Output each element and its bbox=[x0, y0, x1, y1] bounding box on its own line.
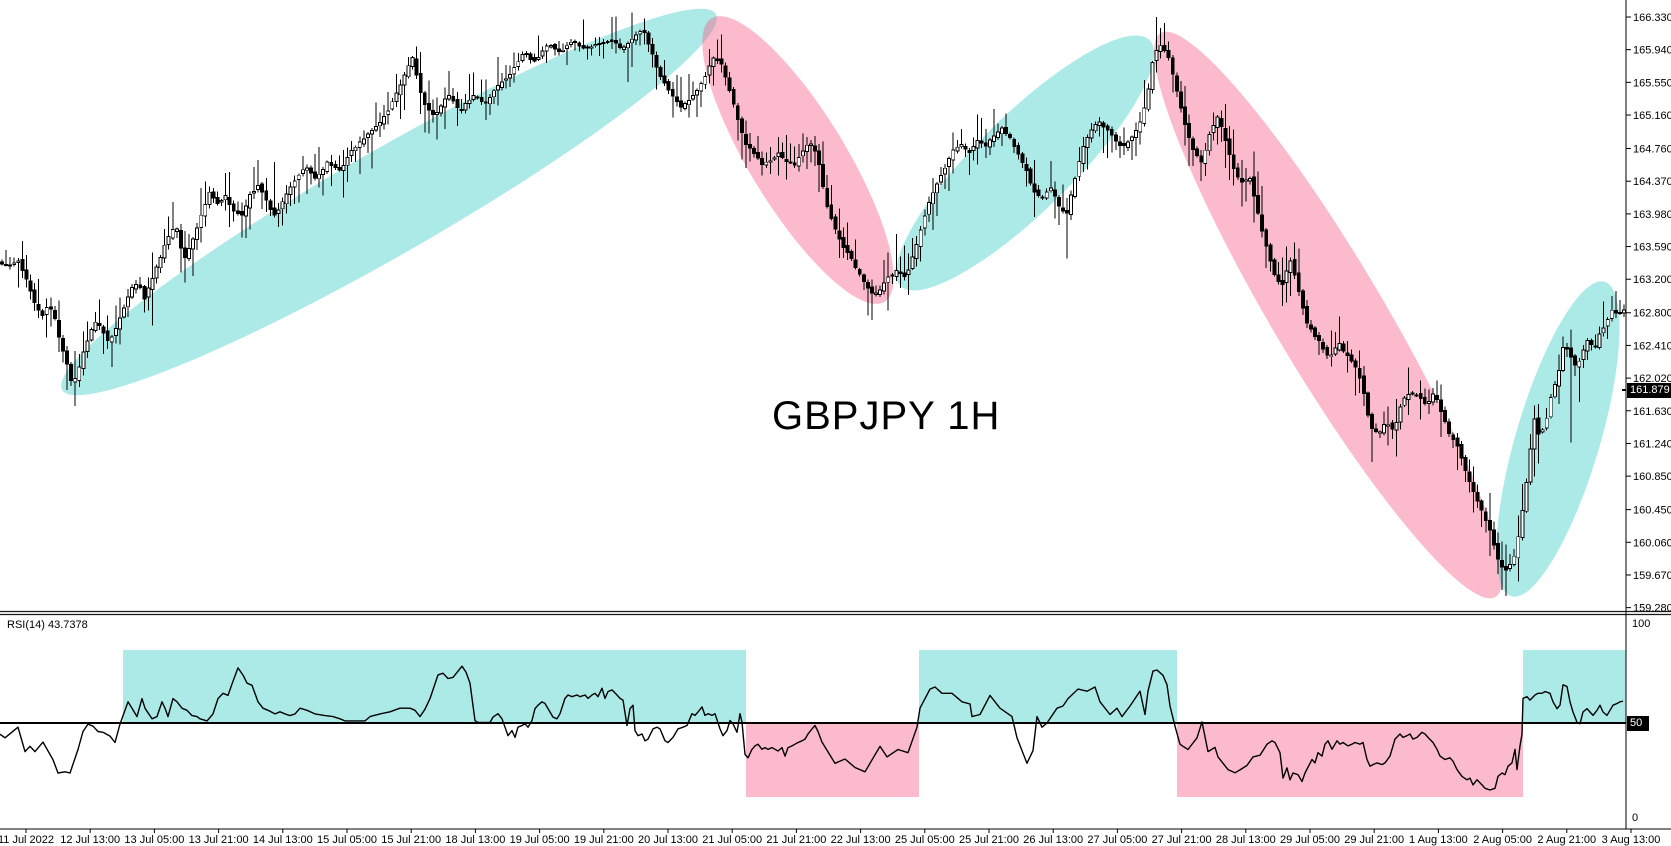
svg-text:26 Jul 13:00: 26 Jul 13:00 bbox=[1023, 834, 1083, 846]
svg-text:165.550: 165.550 bbox=[1633, 77, 1671, 89]
svg-text:162.020: 162.020 bbox=[1633, 373, 1671, 385]
bear-trend-ellipse bbox=[1153, 31, 1503, 599]
bull-trend-ellipse bbox=[1496, 281, 1620, 597]
current-price-tag: 161.879 bbox=[1627, 383, 1671, 398]
svg-text:25 Jul 21:00: 25 Jul 21:00 bbox=[959, 834, 1019, 846]
svg-text:15 Jul 21:00: 15 Jul 21:00 bbox=[381, 834, 441, 846]
svg-text:29 Jul 05:00: 29 Jul 05:00 bbox=[1280, 834, 1340, 846]
svg-text:29 Jul 21:00: 29 Jul 21:00 bbox=[1344, 834, 1404, 846]
svg-text:22 Jul 13:00: 22 Jul 13:00 bbox=[831, 834, 891, 846]
svg-text:159.280: 159.280 bbox=[1633, 603, 1671, 615]
svg-text:166.330: 166.330 bbox=[1633, 12, 1671, 24]
svg-text:13 Jul 21:00: 13 Jul 21:00 bbox=[189, 834, 249, 846]
svg-text:25 Jul 05:00: 25 Jul 05:00 bbox=[895, 834, 955, 846]
svg-text:2 Aug 21:00: 2 Aug 21:00 bbox=[1537, 834, 1596, 846]
svg-text:1 Aug 13:00: 1 Aug 13:00 bbox=[1409, 834, 1468, 846]
svg-text:163.200: 163.200 bbox=[1633, 274, 1671, 286]
svg-text:159.670: 159.670 bbox=[1633, 570, 1671, 582]
price-axis-labels: 166.330 165.940 165.550 165.160 164.760 164.3… bbox=[1622, 12, 1671, 615]
rsi-line bbox=[0, 665, 1624, 791]
svg-text:14 Jul 13:00: 14 Jul 13:00 bbox=[253, 834, 313, 846]
time-axis-labels: 11 Jul 2022 12 Jul 13:00 13 Jul 05:00 13 Ju… bbox=[0, 829, 1660, 846]
svg-text:21 Jul 21:00: 21 Jul 21:00 bbox=[766, 834, 826, 846]
rsi-zones-layer bbox=[123, 650, 1626, 797]
symbol-timeframe-title: GBPJPY 1H bbox=[772, 394, 1001, 438]
svg-text:161.240: 161.240 bbox=[1633, 438, 1671, 450]
candles-layer bbox=[0, 12, 1626, 596]
svg-text:27 Jul 21:00: 27 Jul 21:00 bbox=[1152, 834, 1212, 846]
svg-text:20 Jul 13:00: 20 Jul 13:00 bbox=[638, 834, 698, 846]
svg-text:165.940: 165.940 bbox=[1633, 45, 1671, 57]
svg-text:160.060: 160.060 bbox=[1633, 537, 1671, 549]
rsi-indicator-label: RSI(14) 43.7378 bbox=[7, 619, 88, 631]
svg-text:160.450: 160.450 bbox=[1633, 505, 1671, 517]
svg-text:160.850: 160.850 bbox=[1633, 471, 1671, 483]
rsi-bear-zone bbox=[1177, 723, 1523, 797]
price-scale[interactable] bbox=[1626, 0, 1671, 829]
rsi-bull-zone bbox=[919, 650, 1177, 723]
svg-text:163.590: 163.590 bbox=[1633, 242, 1671, 254]
rsi-scale-top-label: 100 bbox=[1632, 618, 1651, 630]
svg-text:19 Jul 21:00: 19 Jul 21:00 bbox=[574, 834, 634, 846]
svg-text:18 Jul 13:00: 18 Jul 13:00 bbox=[445, 834, 505, 846]
svg-text:27 Jul 05:00: 27 Jul 05:00 bbox=[1087, 834, 1147, 846]
svg-text:161.630: 161.630 bbox=[1633, 406, 1671, 418]
pane-separator[interactable] bbox=[0, 610, 1671, 616]
svg-text:162.410: 162.410 bbox=[1633, 340, 1671, 352]
bull-trend-ellipse bbox=[895, 35, 1155, 291]
rsi-mid-level-tag: 50 bbox=[1627, 716, 1649, 731]
svg-text:3 Aug 13:00: 3 Aug 13:00 bbox=[1602, 834, 1661, 846]
svg-text:162.800: 162.800 bbox=[1633, 308, 1671, 320]
time-scale[interactable] bbox=[0, 829, 1671, 846]
svg-text:12 Jul 13:00: 12 Jul 13:00 bbox=[60, 834, 120, 846]
svg-text:164.760: 164.760 bbox=[1633, 144, 1671, 156]
rsi-scale-bottom-label: 0 bbox=[1632, 812, 1639, 824]
svg-text:13 Jul 05:00: 13 Jul 05:00 bbox=[124, 834, 184, 846]
svg-text:19 Jul 05:00: 19 Jul 05:00 bbox=[510, 834, 570, 846]
svg-text:21 Jul 05:00: 21 Jul 05:00 bbox=[702, 834, 762, 846]
svg-text:28 Jul 13:00: 28 Jul 13:00 bbox=[1216, 834, 1276, 846]
svg-text:11 Jul 2022: 11 Jul 2022 bbox=[0, 834, 54, 846]
svg-text:163.980: 163.980 bbox=[1633, 209, 1671, 221]
svg-text:15 Jul 05:00: 15 Jul 05:00 bbox=[317, 834, 377, 846]
rsi-bull-zone bbox=[1523, 650, 1626, 723]
svg-text:165.160: 165.160 bbox=[1633, 110, 1671, 122]
bull-trend-ellipse bbox=[61, 8, 717, 396]
svg-text:2 Aug 05:00: 2 Aug 05:00 bbox=[1473, 834, 1532, 846]
svg-text:164.370: 164.370 bbox=[1633, 176, 1671, 188]
trend-highlights-layer bbox=[61, 8, 1620, 599]
